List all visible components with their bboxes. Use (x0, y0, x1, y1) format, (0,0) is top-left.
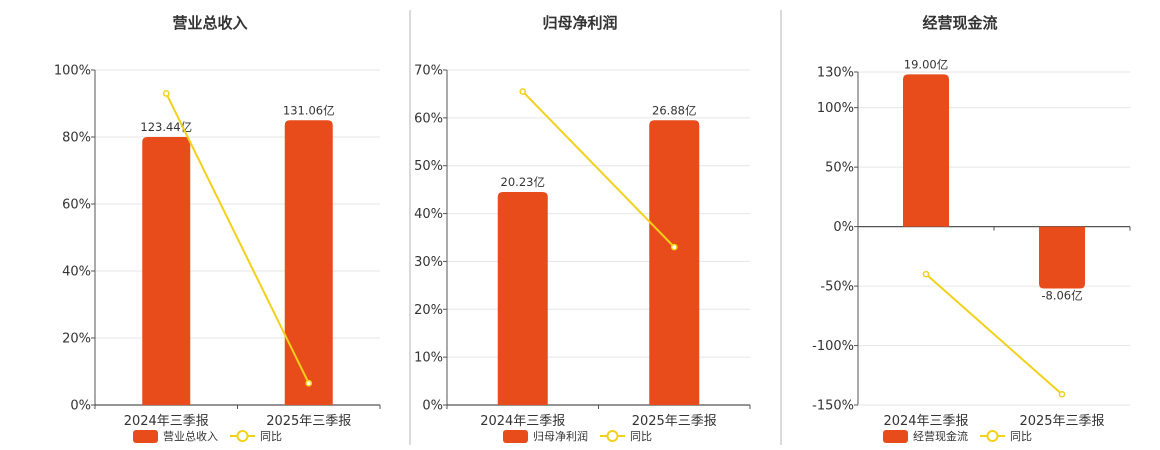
yoy-point (162, 90, 170, 97)
y-tick-label: 100% (54, 64, 91, 79)
y-tick-label: 10% (414, 351, 443, 366)
legend-bar-swatch (503, 430, 528, 443)
y-tick-label: 60% (414, 111, 443, 126)
y-tick-label: 30% (414, 255, 443, 270)
chart-title: 归母净利润 (542, 14, 617, 32)
legend-line-marker (236, 430, 249, 442)
y-tick-label: 0% (422, 399, 443, 414)
bar-data-label: 19.00亿 (904, 57, 948, 71)
yoy-point (1058, 390, 1066, 398)
bar (903, 74, 949, 227)
y-tick-label: 100% (817, 101, 854, 116)
chart-title: 营业总收入 (172, 14, 247, 32)
legend: 经营现金流 同比 (883, 429, 1032, 443)
y-tick-label: 70% (414, 64, 443, 79)
y-tick-label: -100% (812, 339, 854, 354)
legend-line-label: 同比 (1010, 430, 1032, 443)
bar (649, 120, 700, 405)
bar (142, 137, 191, 405)
chart-panel-2: 归母净利润 0% 10% 20% 30% 40% 50% 60% 70% 2024年三季报 2025… (414, 14, 751, 443)
y-tick-label: 40% (62, 265, 91, 280)
x-category-label: 2024年三季报 (480, 414, 565, 429)
yoy-point (519, 88, 527, 95)
x-category-label: 2024年三季报 (124, 414, 209, 429)
bar-data-label: 20.23亿 (501, 175, 545, 189)
yoy-line (165, 93, 310, 384)
bar (284, 120, 333, 405)
legend: 营业总收入 同比 (133, 429, 282, 443)
bar-data-label: 26.88亿 (652, 103, 696, 117)
y-tick-label: -50% (820, 280, 854, 295)
yoy-line (522, 90, 675, 248)
legend-line-label: 同比 (630, 430, 652, 443)
y-tick-label: 0% (833, 220, 854, 235)
legend-line-marker (986, 430, 999, 442)
legend-bar-swatch (133, 430, 158, 443)
yoy-point (305, 379, 313, 387)
x-category-label: 2024年三季报 (883, 414, 968, 429)
x-category-label: 2025年三季报 (266, 414, 351, 429)
yoy-point (670, 243, 678, 251)
y-tick-label: 130% (817, 66, 854, 81)
y-tick-label: 40% (414, 207, 443, 222)
y-tick-label: 50% (414, 159, 443, 174)
chart-title: 经营现金流 (922, 14, 997, 32)
legend-line-marker (606, 430, 619, 442)
x-category-label: 2025年三季报 (632, 414, 717, 429)
bar-data-label: 123.44亿 (140, 120, 192, 134)
y-tick-label: 60% (62, 198, 91, 213)
bar (1039, 226, 1085, 289)
y-tick-label: 20% (414, 303, 443, 318)
legend: 归母净利润 同比 (503, 429, 652, 443)
bar-data-label: -8.06亿 (1041, 288, 1082, 302)
legend-bar-swatch (883, 430, 908, 443)
y-tick-label: -150% (812, 399, 854, 414)
y-tick-label: 20% (62, 332, 91, 347)
x-category-label: 2025年三季报 (1019, 414, 1104, 429)
y-tick-label: 80% (62, 131, 91, 146)
legend-bar-label: 归母净利润 (533, 429, 588, 443)
bar (497, 192, 548, 405)
legend-bar-label: 经营现金流 (913, 429, 968, 443)
y-tick-label: 50% (825, 161, 854, 176)
yoy-point (922, 270, 930, 278)
chart-panel-1: 营业总收入 0% 20% 40% 60% 80% 100% 2024年三季报 2025年三季报 1… (54, 14, 381, 443)
y-tick-label: 0% (70, 399, 91, 414)
legend-line-label: 同比 (260, 430, 282, 443)
chart-panel-3: 经营现金流 -150% -100% -50% 0% 50% 100% 130% 2024年三季报… (812, 14, 1131, 443)
legend-bar-label: 营业总收入 (163, 429, 218, 443)
yoy-line (925, 273, 1063, 396)
bar-data-label: 131.06亿 (283, 103, 335, 117)
